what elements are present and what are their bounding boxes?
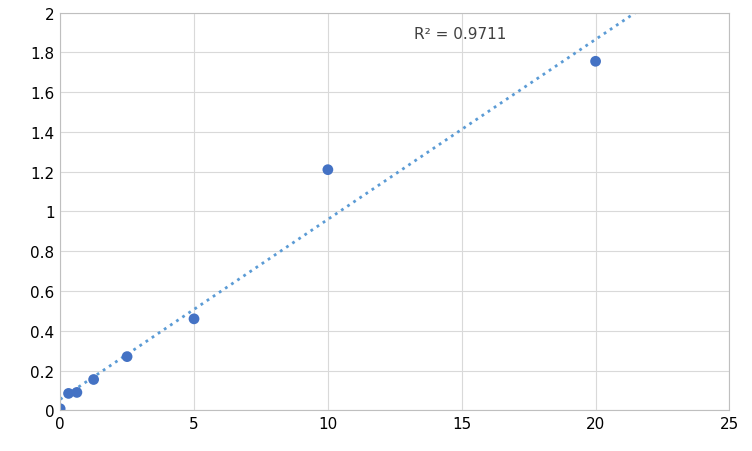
Point — [71, 389, 83, 396]
Point — [322, 167, 334, 174]
Text: R² = 0.9711: R² = 0.9711 — [414, 28, 506, 42]
Point — [54, 405, 66, 412]
Point — [188, 316, 200, 323]
Point — [590, 59, 602, 66]
Point — [87, 376, 99, 383]
Point — [121, 353, 133, 360]
Point — [62, 390, 74, 397]
